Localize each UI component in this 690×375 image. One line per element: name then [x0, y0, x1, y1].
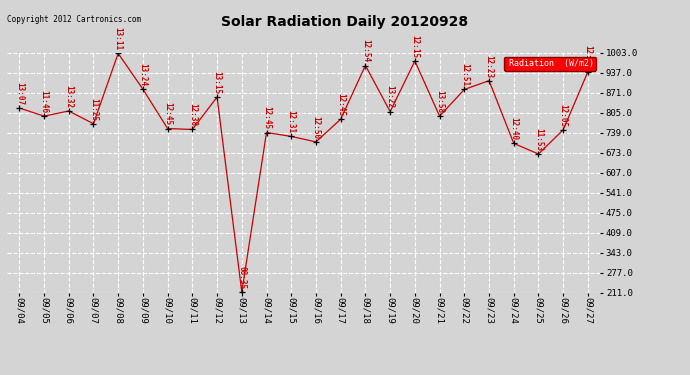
- Text: 12:15: 12:15: [411, 35, 420, 58]
- Text: 13:15: 13:15: [213, 71, 221, 94]
- Text: 12:05: 12:05: [559, 104, 568, 127]
- Text: 11:46: 11:46: [39, 90, 48, 113]
- Text: 11:25: 11:25: [89, 98, 98, 121]
- Text: 12:23: 12:23: [484, 54, 493, 78]
- Text: 13:24: 13:24: [139, 63, 148, 86]
- Legend: Radiation  (W/m2): Radiation (W/m2): [504, 57, 596, 70]
- Text: 13:11: 13:11: [114, 27, 123, 50]
- Text: Solar Radiation Daily 20120928: Solar Radiation Daily 20120928: [221, 15, 469, 29]
- Text: 12:45: 12:45: [584, 45, 593, 69]
- Text: 08:35: 08:35: [237, 266, 246, 289]
- Text: 12:45: 12:45: [163, 102, 172, 126]
- Text: 12:45: 12:45: [262, 106, 271, 129]
- Text: 12:51: 12:51: [460, 63, 469, 87]
- Text: 13:32: 13:32: [64, 85, 73, 108]
- Text: 12:50: 12:50: [311, 116, 320, 139]
- Text: 12:38: 12:38: [188, 104, 197, 126]
- Text: 12:54: 12:54: [361, 39, 370, 63]
- Text: 13:58: 13:58: [435, 90, 444, 113]
- Text: Copyright 2012 Cartronics.com: Copyright 2012 Cartronics.com: [7, 15, 141, 24]
- Text: 13:07: 13:07: [14, 82, 23, 105]
- Text: 12:31: 12:31: [287, 110, 296, 134]
- Text: 11:53: 11:53: [534, 128, 543, 151]
- Text: 12:45: 12:45: [336, 93, 345, 116]
- Text: 13:22: 13:22: [386, 86, 395, 108]
- Text: 12:40: 12:40: [509, 117, 518, 140]
